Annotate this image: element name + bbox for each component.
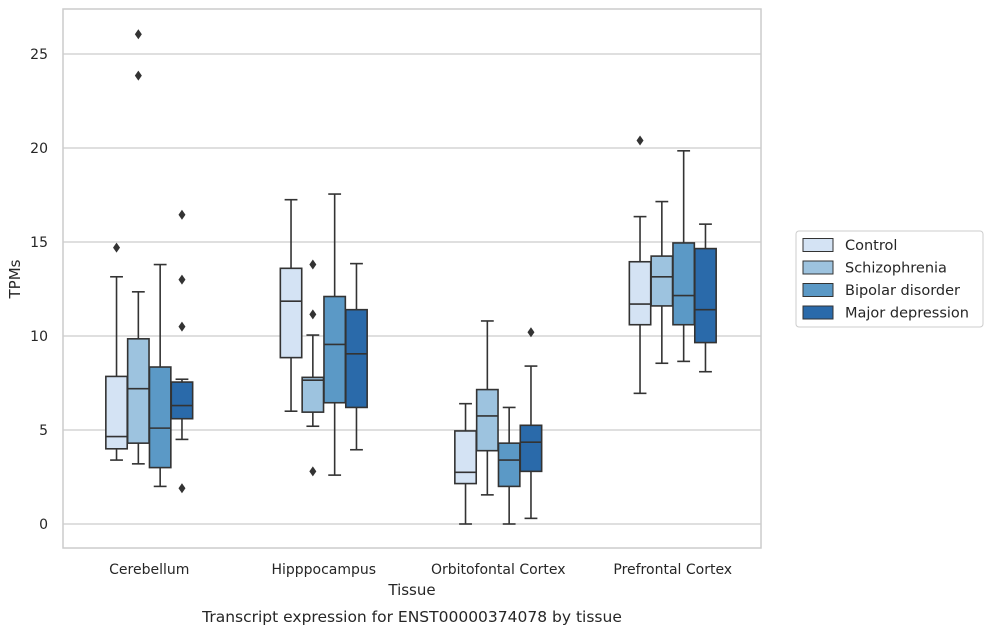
y-tick-label: 0 [39,517,48,533]
outlier-point [134,29,142,40]
y-tick-label: 10 [30,329,48,345]
x-tick-labels: Cerebellum Hipppocampus Orbitofontal Corte… [109,562,732,578]
box-major-depression [519,327,543,520]
y-tick-labels: 0 5 10 15 20 25 [30,47,48,533]
outlier-point [309,466,317,477]
box-iqr [650,255,674,307]
box-bipolar-disorder [148,263,172,488]
outlier-point [134,70,142,81]
y-axis-label: TPMs [6,259,24,299]
y-tick-label: 20 [30,141,48,157]
legend-swatch [802,238,834,252]
legend-label: Bipolar disorder [845,283,960,299]
y-tick-label: 25 [30,47,48,63]
box-major-depression [693,223,717,373]
box-control [628,135,652,395]
x-tick-label: Prefrontal Cortex [613,562,732,578]
grid-lines [63,53,761,525]
box-iqr [344,308,368,409]
box-iqr [301,376,325,413]
box-schizophrenia [650,200,674,365]
box-iqr [148,366,172,469]
boxes-layer [105,29,717,525]
outlier-point [178,483,186,494]
box-iqr [126,338,150,444]
outlier-point [309,259,317,270]
legend-swatch [802,283,834,297]
box-iqr [693,247,717,344]
chart-caption: Transcript expression for ENST0000037407… [201,608,622,626]
y-tick-label: 15 [30,235,48,251]
legend-label: Control [845,238,897,254]
x-axis-label: Tissue [387,581,435,599]
box-iqr [170,381,194,420]
legend-frame [795,230,984,328]
legend: Control Schizophrenia Bipolar disorder Majo… [795,230,984,328]
outlier-point [178,209,186,220]
outlier-point [309,309,317,320]
box-iqr [475,388,499,452]
box-major-depression [344,262,368,451]
box-iqr [519,424,543,473]
outlier-point [636,135,644,146]
legend-label: Schizophrenia [845,261,947,277]
box-major-depression [170,209,194,494]
box-iqr [105,375,129,450]
x-tick-label: Hipppocampus [271,562,376,578]
legend-swatch [802,305,834,320]
outlier-point [178,321,186,332]
outlier-point [527,327,535,338]
box-control [279,198,303,413]
outlier-point [178,274,186,285]
box-iqr [628,260,652,326]
box-control [105,242,129,461]
box-control [454,402,478,525]
x-tick-label: Orbitofontal Cortex [431,562,566,578]
x-tick-label: Cerebellum [109,562,189,578]
box-iqr [454,430,478,485]
box-iqr [672,242,696,326]
box-iqr [279,267,303,359]
legend-label: Major depression [845,306,969,322]
box-schizophrenia [475,320,499,496]
box-schizophrenia [301,259,325,477]
legend-swatch [802,260,834,275]
box-iqr [497,442,521,488]
plot-frame [62,8,762,549]
outlier-point [113,242,121,253]
box-iqr [323,295,347,404]
y-tick-label: 5 [39,423,48,439]
